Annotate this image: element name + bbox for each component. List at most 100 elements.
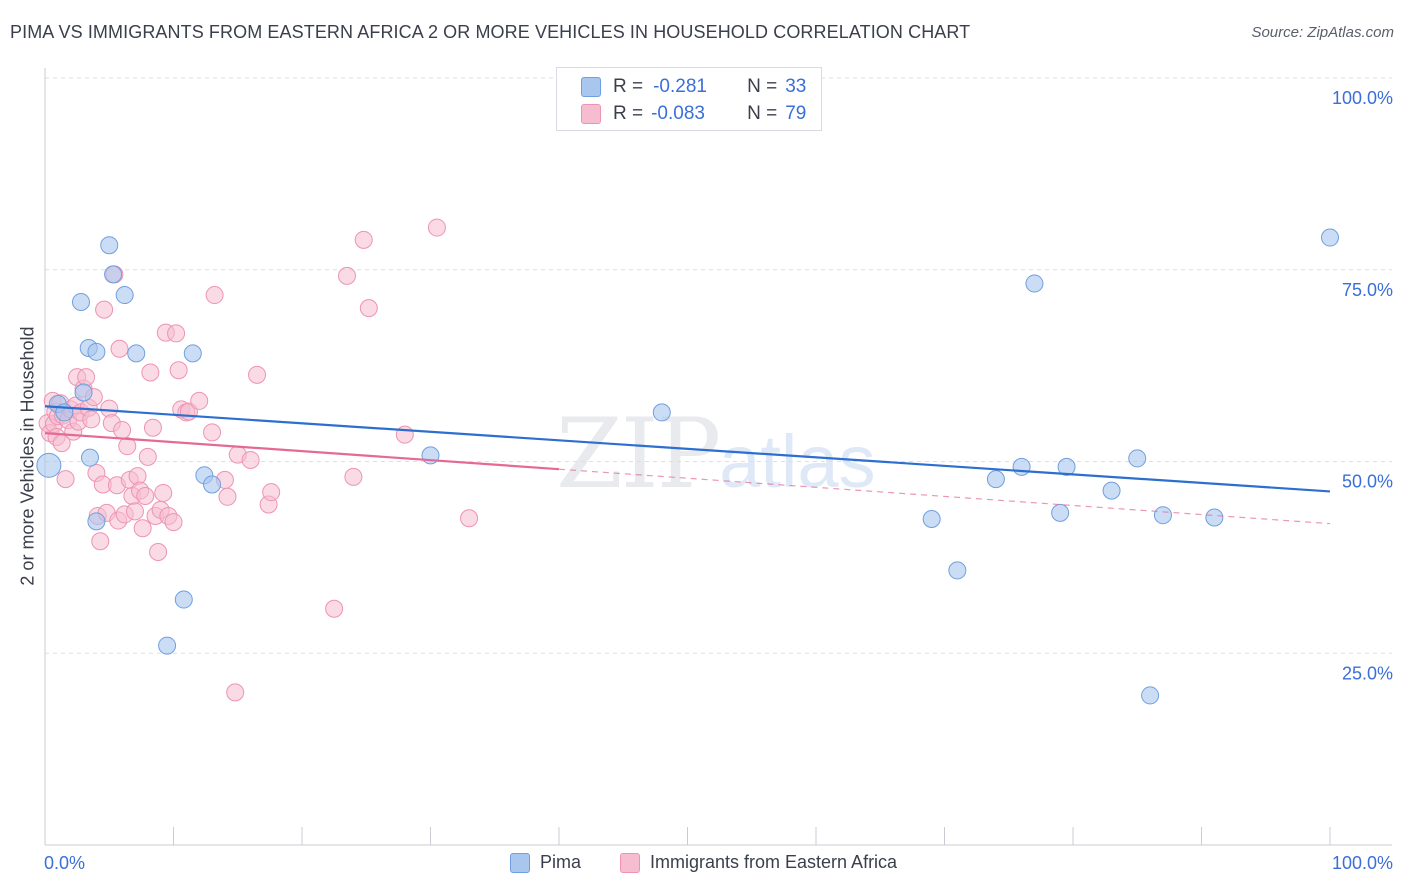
legend: Pima Immigrants from Eastern Africa xyxy=(0,852,1406,878)
immigrants-point xyxy=(133,519,152,538)
pima-point xyxy=(174,590,193,609)
pima-point xyxy=(100,236,119,255)
immigrants-point xyxy=(344,467,363,486)
immigrants-point xyxy=(241,450,260,469)
pima-point xyxy=(1102,481,1121,500)
immigrants-point xyxy=(91,532,110,551)
legend-label-immigrants: Immigrants from Eastern Africa xyxy=(650,852,898,872)
immigrants-point xyxy=(118,437,137,456)
stats-box: R = -0.281 N = 33 R = -0.083 N = 79 xyxy=(556,67,822,131)
immigrants-swatch xyxy=(581,104,601,124)
immigrants-point xyxy=(95,300,114,319)
n-label: N = xyxy=(747,76,778,97)
immigrants-point xyxy=(427,218,446,237)
pima-point xyxy=(922,510,941,529)
r-label: R = xyxy=(613,103,644,124)
pima-point xyxy=(74,383,93,402)
pima-legend-swatch xyxy=(510,852,530,873)
pima-point xyxy=(1153,506,1172,525)
pima-point xyxy=(203,475,222,494)
immigrants-point xyxy=(190,391,209,410)
immigrants-point xyxy=(138,447,157,466)
x-tick-label: 0.0% xyxy=(44,853,85,873)
y-tick-label: 25.0% xyxy=(1342,663,1393,683)
stats-row-immigrants: R = -0.083 N = 79 xyxy=(581,101,806,127)
pima-point xyxy=(1025,274,1044,293)
pima-point xyxy=(127,344,146,363)
y-tick-label: 100.0% xyxy=(1332,88,1393,108)
legend-label-pima: Pima xyxy=(540,852,582,872)
pima-trend-line xyxy=(44,405,1331,493)
x-tick-label: 100.0% xyxy=(1332,853,1393,873)
pima-point xyxy=(1141,686,1160,705)
immigrants-point xyxy=(125,502,144,521)
immigrants-point xyxy=(143,418,162,437)
pima-points xyxy=(36,228,1339,705)
y-tick-label: 75.0% xyxy=(1342,280,1393,300)
immigrants-point xyxy=(77,368,96,387)
immigrants-point xyxy=(167,324,186,343)
immigrants-point xyxy=(82,410,101,429)
pima-point xyxy=(36,452,62,478)
pima-point xyxy=(1321,228,1339,247)
pima-point xyxy=(948,561,967,580)
immigrants-trend-extension xyxy=(558,468,1331,525)
r-value: -0.281 xyxy=(653,76,707,97)
pima-point xyxy=(87,342,106,361)
immigrants-point xyxy=(354,230,373,249)
immigrants-point xyxy=(218,487,237,506)
watermark: ZIPatlas xyxy=(556,398,876,510)
immigrants-point xyxy=(154,483,173,502)
r-value: -0.083 xyxy=(651,103,705,124)
pima-point xyxy=(1128,449,1147,468)
immigrants-point xyxy=(56,470,75,489)
grid-lines xyxy=(45,77,1392,654)
immigrants-point xyxy=(149,543,168,562)
immigrants-point xyxy=(337,266,356,285)
legend-item-immigrants[interactable]: Immigrants from Eastern Africa xyxy=(620,852,897,873)
immigrants-point xyxy=(169,361,188,380)
pima-point xyxy=(986,470,1005,489)
stats-row-pima: R = -0.281 N = 33 xyxy=(581,74,806,100)
tick-labels: 25.0% 50.0% 75.0% 100.0% 0.0% 100.0% xyxy=(44,88,1393,873)
immigrants-point xyxy=(203,423,222,442)
immigrants-point xyxy=(262,483,281,502)
immigrants-point xyxy=(325,599,344,618)
immigrants-points xyxy=(38,218,479,702)
immigrants-trend-line xyxy=(44,432,560,471)
pima-point xyxy=(71,292,90,311)
pima-point xyxy=(183,344,202,363)
source-label: Source: ZipAtlas.com xyxy=(1251,24,1394,41)
immigrants-point xyxy=(136,487,155,506)
pima-point xyxy=(80,448,99,467)
pima-point xyxy=(87,512,106,531)
pima-point xyxy=(115,286,134,305)
chart-title: PIMA VS IMMIGRANTS FROM EASTERN AFRICA 2… xyxy=(10,22,971,42)
watermark-zip: ZIP xyxy=(556,398,721,510)
pima-swatch xyxy=(581,77,601,97)
immigrants-point xyxy=(248,365,267,384)
n-value: 33 xyxy=(785,76,807,97)
immigrants-legend-swatch xyxy=(620,852,640,873)
pima-point xyxy=(1012,457,1031,476)
immigrants-point xyxy=(460,509,479,528)
pima-point xyxy=(158,636,177,655)
y-axis-label: 2 or more Vehicles in Household xyxy=(17,326,38,586)
legend-item-pima[interactable]: Pima xyxy=(510,852,581,873)
immigrants-point xyxy=(164,513,183,532)
trend-lines xyxy=(44,405,1331,525)
pima-point xyxy=(1057,457,1076,476)
pima-point xyxy=(1051,503,1070,522)
pima-point xyxy=(652,403,671,422)
immigrants-point xyxy=(113,421,132,440)
immigrants-point xyxy=(110,339,129,358)
y-tick-label: 50.0% xyxy=(1342,472,1393,492)
immigrants-point xyxy=(359,299,378,318)
immigrants-point xyxy=(205,286,224,305)
r-label: R = xyxy=(613,76,644,97)
immigrants-point xyxy=(141,363,160,382)
n-label: N = xyxy=(747,103,778,124)
immigrants-point xyxy=(226,683,245,702)
pima-point xyxy=(104,265,123,284)
